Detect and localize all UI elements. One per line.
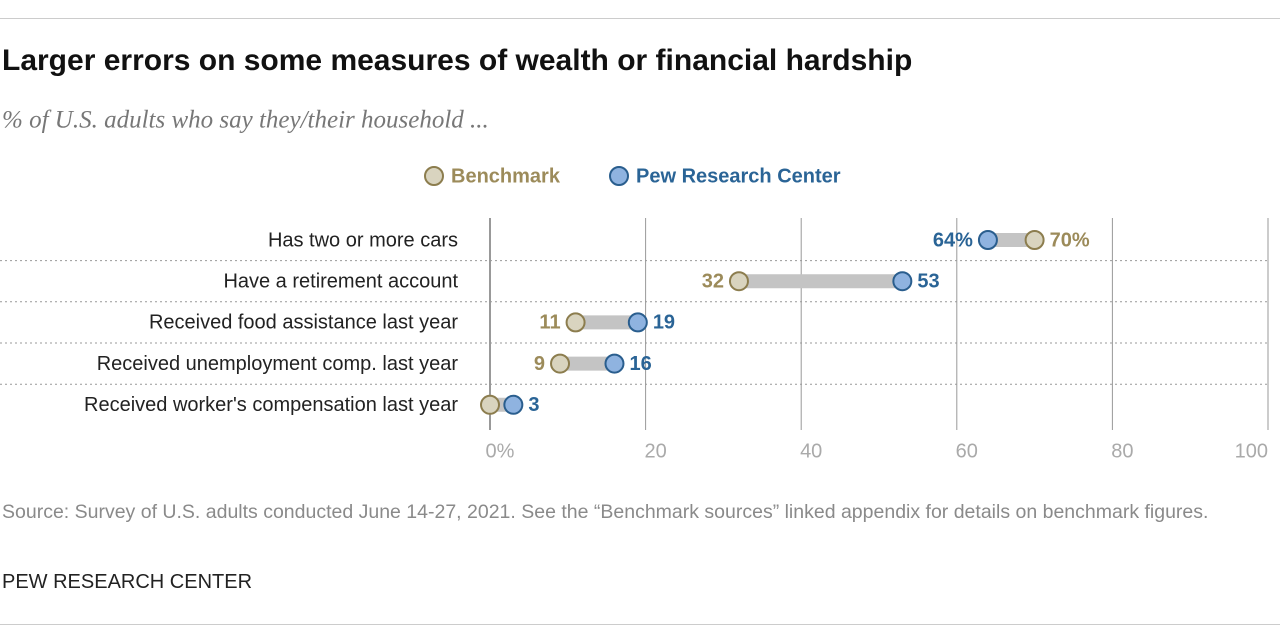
value-label: 16 (629, 353, 651, 375)
category-label: Received unemployment comp. last year (97, 353, 459, 375)
x-tick-label: 40 (800, 440, 822, 462)
dot (550, 353, 571, 374)
value-label: 32 (702, 270, 724, 292)
value-label: 11 (539, 312, 560, 334)
legend-marker (424, 166, 444, 186)
source: Source: Survey of U.S. adults conducted … (2, 501, 1209, 523)
chart-subtitle: % of U.S. adults who say they/their hous… (2, 107, 489, 134)
value-label: 70% (1050, 229, 1090, 251)
dot (977, 230, 998, 250)
dot (604, 353, 625, 374)
x-tick-label: 100 (1235, 440, 1268, 462)
x-tick-label: 80 (1111, 440, 1133, 462)
category-label: Received worker's compensation last year (84, 394, 458, 416)
dot (565, 312, 586, 333)
category-label: Have a retirement account (223, 270, 458, 292)
dot (503, 394, 524, 415)
dot (1024, 230, 1045, 250)
value-label: 53 (917, 270, 939, 292)
dot (728, 271, 749, 292)
dot (892, 271, 913, 292)
legend-label: Benchmark (451, 165, 561, 187)
dot (627, 312, 648, 333)
legend-label: Pew Research Center (636, 165, 841, 187)
dot (480, 394, 500, 415)
chart-title: Larger errors on some measures of wealth… (2, 44, 912, 77)
value-label: 64% (933, 229, 973, 251)
value-label: 19 (653, 312, 675, 334)
category-label: Has two or more cars (268, 229, 458, 251)
value-label: 9 (534, 353, 545, 375)
category-label: Received food assistance last year (149, 312, 458, 334)
x-tick-label: 20 (644, 440, 666, 462)
x-tick-label: 0% (486, 440, 515, 462)
brand: PEW RESEARCH CENTER (2, 571, 253, 593)
value-label: 3 (528, 394, 539, 416)
legend-marker (609, 166, 629, 186)
x-tick-label: 60 (956, 440, 978, 462)
